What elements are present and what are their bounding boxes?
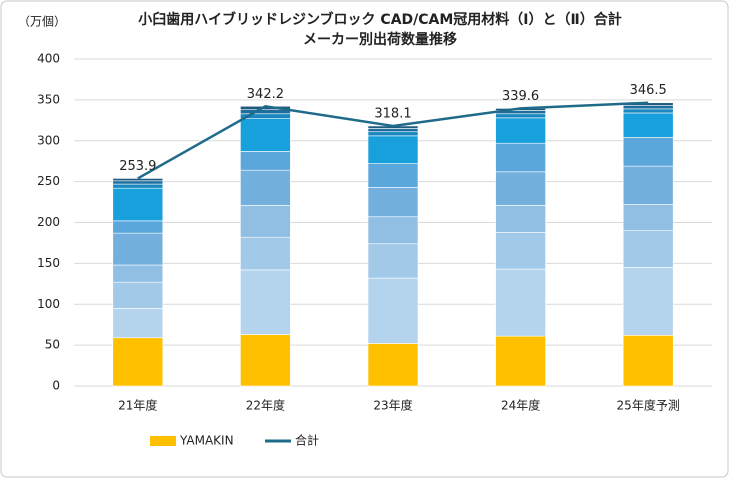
y-tick-label: 400 (37, 52, 60, 66)
bar-segment (367, 187, 419, 218)
bar-segment (112, 180, 164, 185)
bar-segment (622, 165, 674, 205)
x-tick-label: 21年度 (118, 398, 157, 413)
bar-segment (112, 308, 164, 339)
bar-segment (622, 335, 674, 387)
bar-segment (240, 109, 291, 115)
bar-segment (112, 264, 164, 283)
y-tick-label: 50 (45, 338, 60, 352)
data-label: 339.6 (502, 89, 539, 104)
bar-segment (622, 105, 674, 110)
y-tick-label: 150 (37, 256, 60, 270)
bar-segment (367, 343, 419, 387)
bar-segment (240, 269, 291, 335)
line-series (137, 101, 649, 180)
bar-segment (622, 112, 674, 138)
chart-title: 小臼歯用ハイブリッドレジンブロック CAD/CAM冠用材料（Ⅰ）と（Ⅱ）合計 (138, 11, 622, 28)
bar-segment (367, 135, 419, 164)
bar-segment (495, 232, 546, 270)
y-tick-label: 350 (37, 92, 60, 106)
data-label: 253.9 (119, 159, 156, 174)
y-tick-label: 100 (37, 297, 60, 311)
bar-segment (112, 187, 164, 222)
y-tick-label: 0 (52, 379, 60, 393)
bar-segment (240, 236, 291, 271)
legend-swatch (150, 436, 176, 446)
x-tick-label: 23年度 (373, 398, 412, 413)
bar-segment (112, 337, 164, 387)
chart-subtitle: メーカー別出荷数量推移 (303, 31, 457, 48)
bar-segment (112, 232, 164, 266)
bar-segment (112, 220, 164, 234)
data-label: 342.2 (247, 87, 284, 102)
y-tick-label: 250 (37, 174, 60, 188)
x-tick-label: 22年度 (246, 398, 285, 413)
bar-segment (495, 335, 546, 387)
bar-segment (112, 281, 164, 309)
bar-segment (240, 334, 291, 387)
bar-segment (622, 137, 674, 167)
bar-segment (495, 171, 546, 206)
bar-segment (495, 113, 546, 119)
bar-segment (240, 118, 291, 152)
bar-segment (367, 128, 419, 133)
y-axis-label: （万個） (18, 15, 66, 29)
y-tick-label: 200 (37, 215, 60, 229)
bar-segment (367, 131, 419, 137)
bar-segment (112, 183, 164, 189)
bar-segment (495, 268, 546, 337)
bar-segment (367, 277, 419, 344)
legend-label: 合計 (295, 433, 319, 448)
bar-segment (622, 230, 674, 268)
legend-label: YAMAKIN (179, 434, 234, 448)
bar-segment (495, 142, 546, 173)
bar-segment (622, 204, 674, 231)
x-tick-label: 25年度予測 (617, 398, 680, 413)
bar-segment (240, 205, 291, 238)
bar-segment (367, 243, 419, 279)
data-label: 346.5 (630, 83, 667, 98)
bar-segment (240, 169, 291, 206)
x-tick-label: 24年度 (501, 398, 540, 413)
bar-segment (367, 216, 419, 245)
bar-segment (495, 205, 546, 233)
bar-segment (622, 108, 674, 114)
data-label: 318.1 (374, 106, 411, 121)
bar-segment (367, 163, 419, 188)
bar-segment (622, 267, 674, 336)
bar-segment (495, 117, 546, 144)
bar-segment (240, 151, 291, 171)
y-tick-label: 300 (37, 133, 60, 147)
bar-segment (112, 178, 164, 182)
